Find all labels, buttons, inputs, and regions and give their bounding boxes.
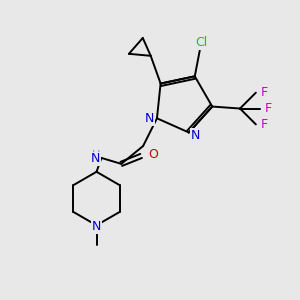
Text: N: N: [191, 129, 200, 142]
Text: N: N: [92, 220, 101, 233]
Text: H: H: [92, 150, 100, 160]
Text: O: O: [148, 148, 158, 161]
Text: N: N: [91, 152, 101, 165]
Text: N: N: [145, 112, 154, 125]
Text: F: F: [261, 86, 268, 99]
Text: F: F: [265, 102, 272, 115]
Text: F: F: [261, 118, 268, 131]
Text: Cl: Cl: [196, 36, 208, 49]
